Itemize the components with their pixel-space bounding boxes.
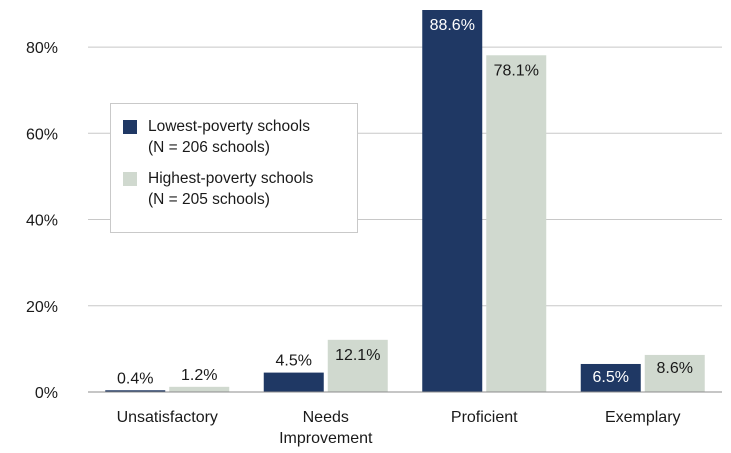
bar-s0-c2 [422,10,483,392]
bar-s1-c0 [169,386,230,392]
y-tick-label-80: 80% [26,40,58,57]
x-tick-label-1-1: Improvement [279,430,373,447]
data-label-s0-c3: 6.5% [593,369,629,386]
legend-detail-highest-poverty: (N = 205 schools) [148,191,270,208]
y-tick-label-20: 20% [26,299,58,316]
data-label-s0-c1: 4.5% [276,353,312,370]
legend-label-highest-poverty: Highest-poverty schools [148,170,314,187]
legend-entry-highest-poverty: Highest-poverty schools (N = 205 schools… [123,168,345,210]
bar-s1-c3 [644,354,705,392]
legend-label-lowest-poverty: Lowest-poverty schools [148,118,310,135]
data-label-s1-c0: 1.2% [181,367,217,384]
data-label-s0-c0: 0.4% [117,370,153,387]
legend-swatch-highest-poverty [123,172,137,186]
legend-entry-lowest-poverty: Lowest-poverty schools (N = 206 schools) [123,116,345,158]
x-tick-label-0-0: Unsatisfactory [117,409,218,426]
y-tick-label-40: 40% [26,213,58,230]
y-tick-label-60: 60% [26,126,58,143]
data-label-s1-c3: 8.6% [657,360,693,377]
y-tick-label-0: 0% [35,385,58,402]
legend-swatch-lowest-poverty [123,120,137,134]
data-label-s1-c2: 78.1% [494,62,539,79]
x-tick-label-2-0: Proficient [451,409,518,426]
bar-s0-c1 [263,372,324,392]
chart-legend: Lowest-poverty schools (N = 206 schools)… [110,103,358,233]
bar-s0-c3 [580,363,641,392]
data-label-s1-c1: 12.1% [335,347,380,364]
legend-detail-lowest-poverty: (N = 206 schools) [148,139,270,156]
x-tick-label-3-0: Exemplary [605,409,681,426]
bar-s1-c2 [486,55,547,393]
bar-s1-c1 [327,339,388,392]
data-label-s0-c2: 88.6% [430,17,475,34]
x-tick-label-1-0: Needs [303,409,349,426]
bar-s0-c0 [105,390,166,392]
